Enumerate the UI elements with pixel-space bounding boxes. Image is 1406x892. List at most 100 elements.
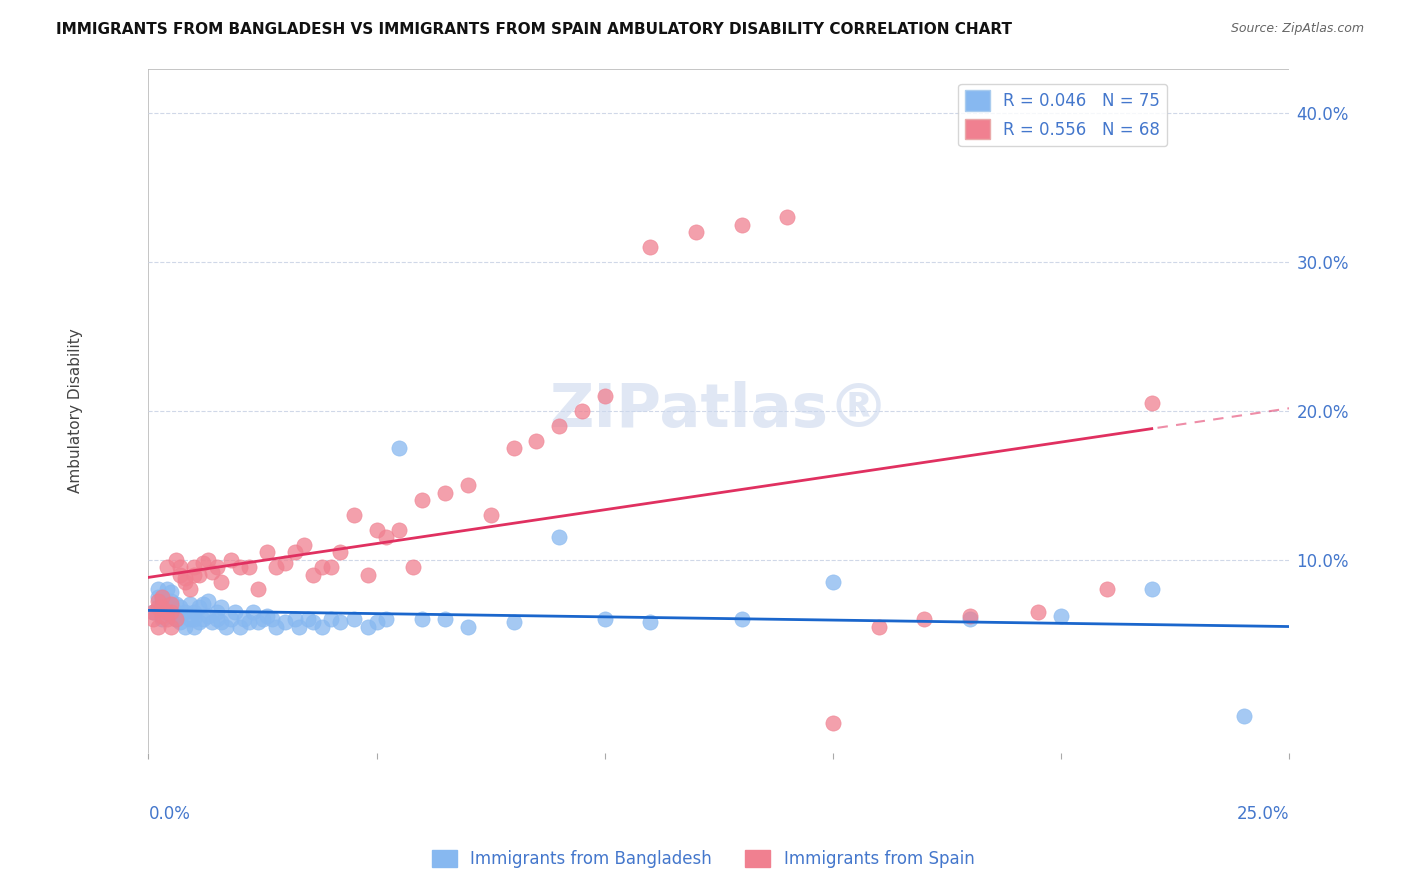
Point bbox=[776, 211, 799, 225]
Point bbox=[356, 620, 378, 634]
Point bbox=[912, 612, 935, 626]
Point bbox=[242, 605, 264, 619]
Legend: Immigrants from Bangladesh, Immigrants from Spain: Immigrants from Bangladesh, Immigrants f… bbox=[425, 843, 981, 875]
Point bbox=[183, 560, 205, 574]
Point bbox=[205, 560, 228, 574]
Point bbox=[319, 560, 342, 574]
Point bbox=[146, 600, 169, 615]
Point bbox=[233, 612, 256, 626]
Point bbox=[402, 560, 425, 574]
Point bbox=[219, 552, 242, 566]
Point bbox=[292, 538, 315, 552]
Point bbox=[329, 545, 352, 559]
Point bbox=[1233, 709, 1256, 723]
Point bbox=[205, 612, 228, 626]
Point bbox=[571, 404, 593, 418]
Point bbox=[174, 620, 197, 634]
Point bbox=[283, 545, 305, 559]
Point bbox=[169, 600, 191, 615]
Point bbox=[821, 716, 844, 731]
Point bbox=[252, 612, 274, 626]
Point bbox=[187, 615, 209, 630]
Point bbox=[319, 612, 342, 626]
Point bbox=[187, 600, 209, 615]
Point bbox=[160, 585, 183, 599]
Point bbox=[821, 575, 844, 590]
Point bbox=[142, 605, 165, 619]
Point bbox=[593, 389, 616, 403]
Text: ZIPatlas®: ZIPatlas® bbox=[548, 382, 889, 441]
Point bbox=[179, 598, 201, 612]
Point bbox=[211, 615, 233, 630]
Point bbox=[146, 582, 169, 597]
Point bbox=[247, 615, 270, 630]
Point bbox=[156, 598, 179, 612]
Point bbox=[150, 609, 173, 624]
Point bbox=[169, 609, 191, 624]
Point bbox=[193, 598, 215, 612]
Point bbox=[197, 552, 219, 566]
Point bbox=[150, 612, 173, 626]
Point bbox=[959, 609, 981, 624]
Point bbox=[434, 612, 457, 626]
Point bbox=[150, 590, 173, 604]
Point bbox=[156, 560, 179, 574]
Point bbox=[169, 567, 191, 582]
Point bbox=[224, 605, 246, 619]
Point bbox=[238, 560, 260, 574]
Point bbox=[156, 612, 179, 626]
Point bbox=[374, 530, 396, 544]
Point bbox=[160, 598, 183, 612]
Point bbox=[457, 478, 479, 492]
Point bbox=[343, 508, 366, 522]
Point bbox=[411, 493, 433, 508]
Point bbox=[366, 523, 388, 537]
Point bbox=[434, 485, 457, 500]
Text: 25.0%: 25.0% bbox=[1237, 805, 1289, 823]
Point bbox=[411, 612, 433, 626]
Point bbox=[150, 590, 173, 604]
Point bbox=[1095, 582, 1118, 597]
Point bbox=[264, 560, 287, 574]
Point bbox=[211, 575, 233, 590]
Point bbox=[156, 582, 179, 597]
Point bbox=[1050, 609, 1073, 624]
Point bbox=[165, 612, 187, 626]
Point bbox=[274, 556, 297, 570]
Point bbox=[457, 620, 479, 634]
Point bbox=[187, 567, 209, 582]
Point bbox=[301, 615, 323, 630]
Text: Source: ZipAtlas.com: Source: ZipAtlas.com bbox=[1230, 22, 1364, 36]
Point bbox=[165, 552, 187, 566]
Point bbox=[297, 612, 319, 626]
Point bbox=[593, 612, 616, 626]
Point bbox=[731, 612, 754, 626]
Point bbox=[524, 434, 547, 448]
Point bbox=[502, 615, 524, 630]
Point bbox=[247, 582, 270, 597]
Point bbox=[169, 615, 191, 630]
Point bbox=[156, 605, 179, 619]
Point bbox=[502, 441, 524, 455]
Point bbox=[174, 571, 197, 585]
Text: IMMIGRANTS FROM BANGLADESH VS IMMIGRANTS FROM SPAIN AMBULATORY DISABILITY CORREL: IMMIGRANTS FROM BANGLADESH VS IMMIGRANTS… bbox=[56, 22, 1012, 37]
Point bbox=[142, 612, 165, 626]
Point bbox=[174, 575, 197, 590]
Point bbox=[548, 530, 571, 544]
Point bbox=[640, 240, 662, 254]
Point bbox=[388, 441, 411, 455]
Point bbox=[479, 508, 502, 522]
Point bbox=[179, 582, 201, 597]
Point bbox=[264, 620, 287, 634]
Point bbox=[150, 600, 173, 615]
Point bbox=[256, 609, 278, 624]
Text: 0.0%: 0.0% bbox=[149, 805, 190, 823]
Point bbox=[146, 590, 169, 604]
Point bbox=[329, 615, 352, 630]
Point bbox=[193, 556, 215, 570]
Point bbox=[288, 620, 311, 634]
Point bbox=[1142, 582, 1164, 597]
Point bbox=[388, 523, 411, 537]
Point bbox=[183, 605, 205, 619]
Point bbox=[169, 560, 191, 574]
